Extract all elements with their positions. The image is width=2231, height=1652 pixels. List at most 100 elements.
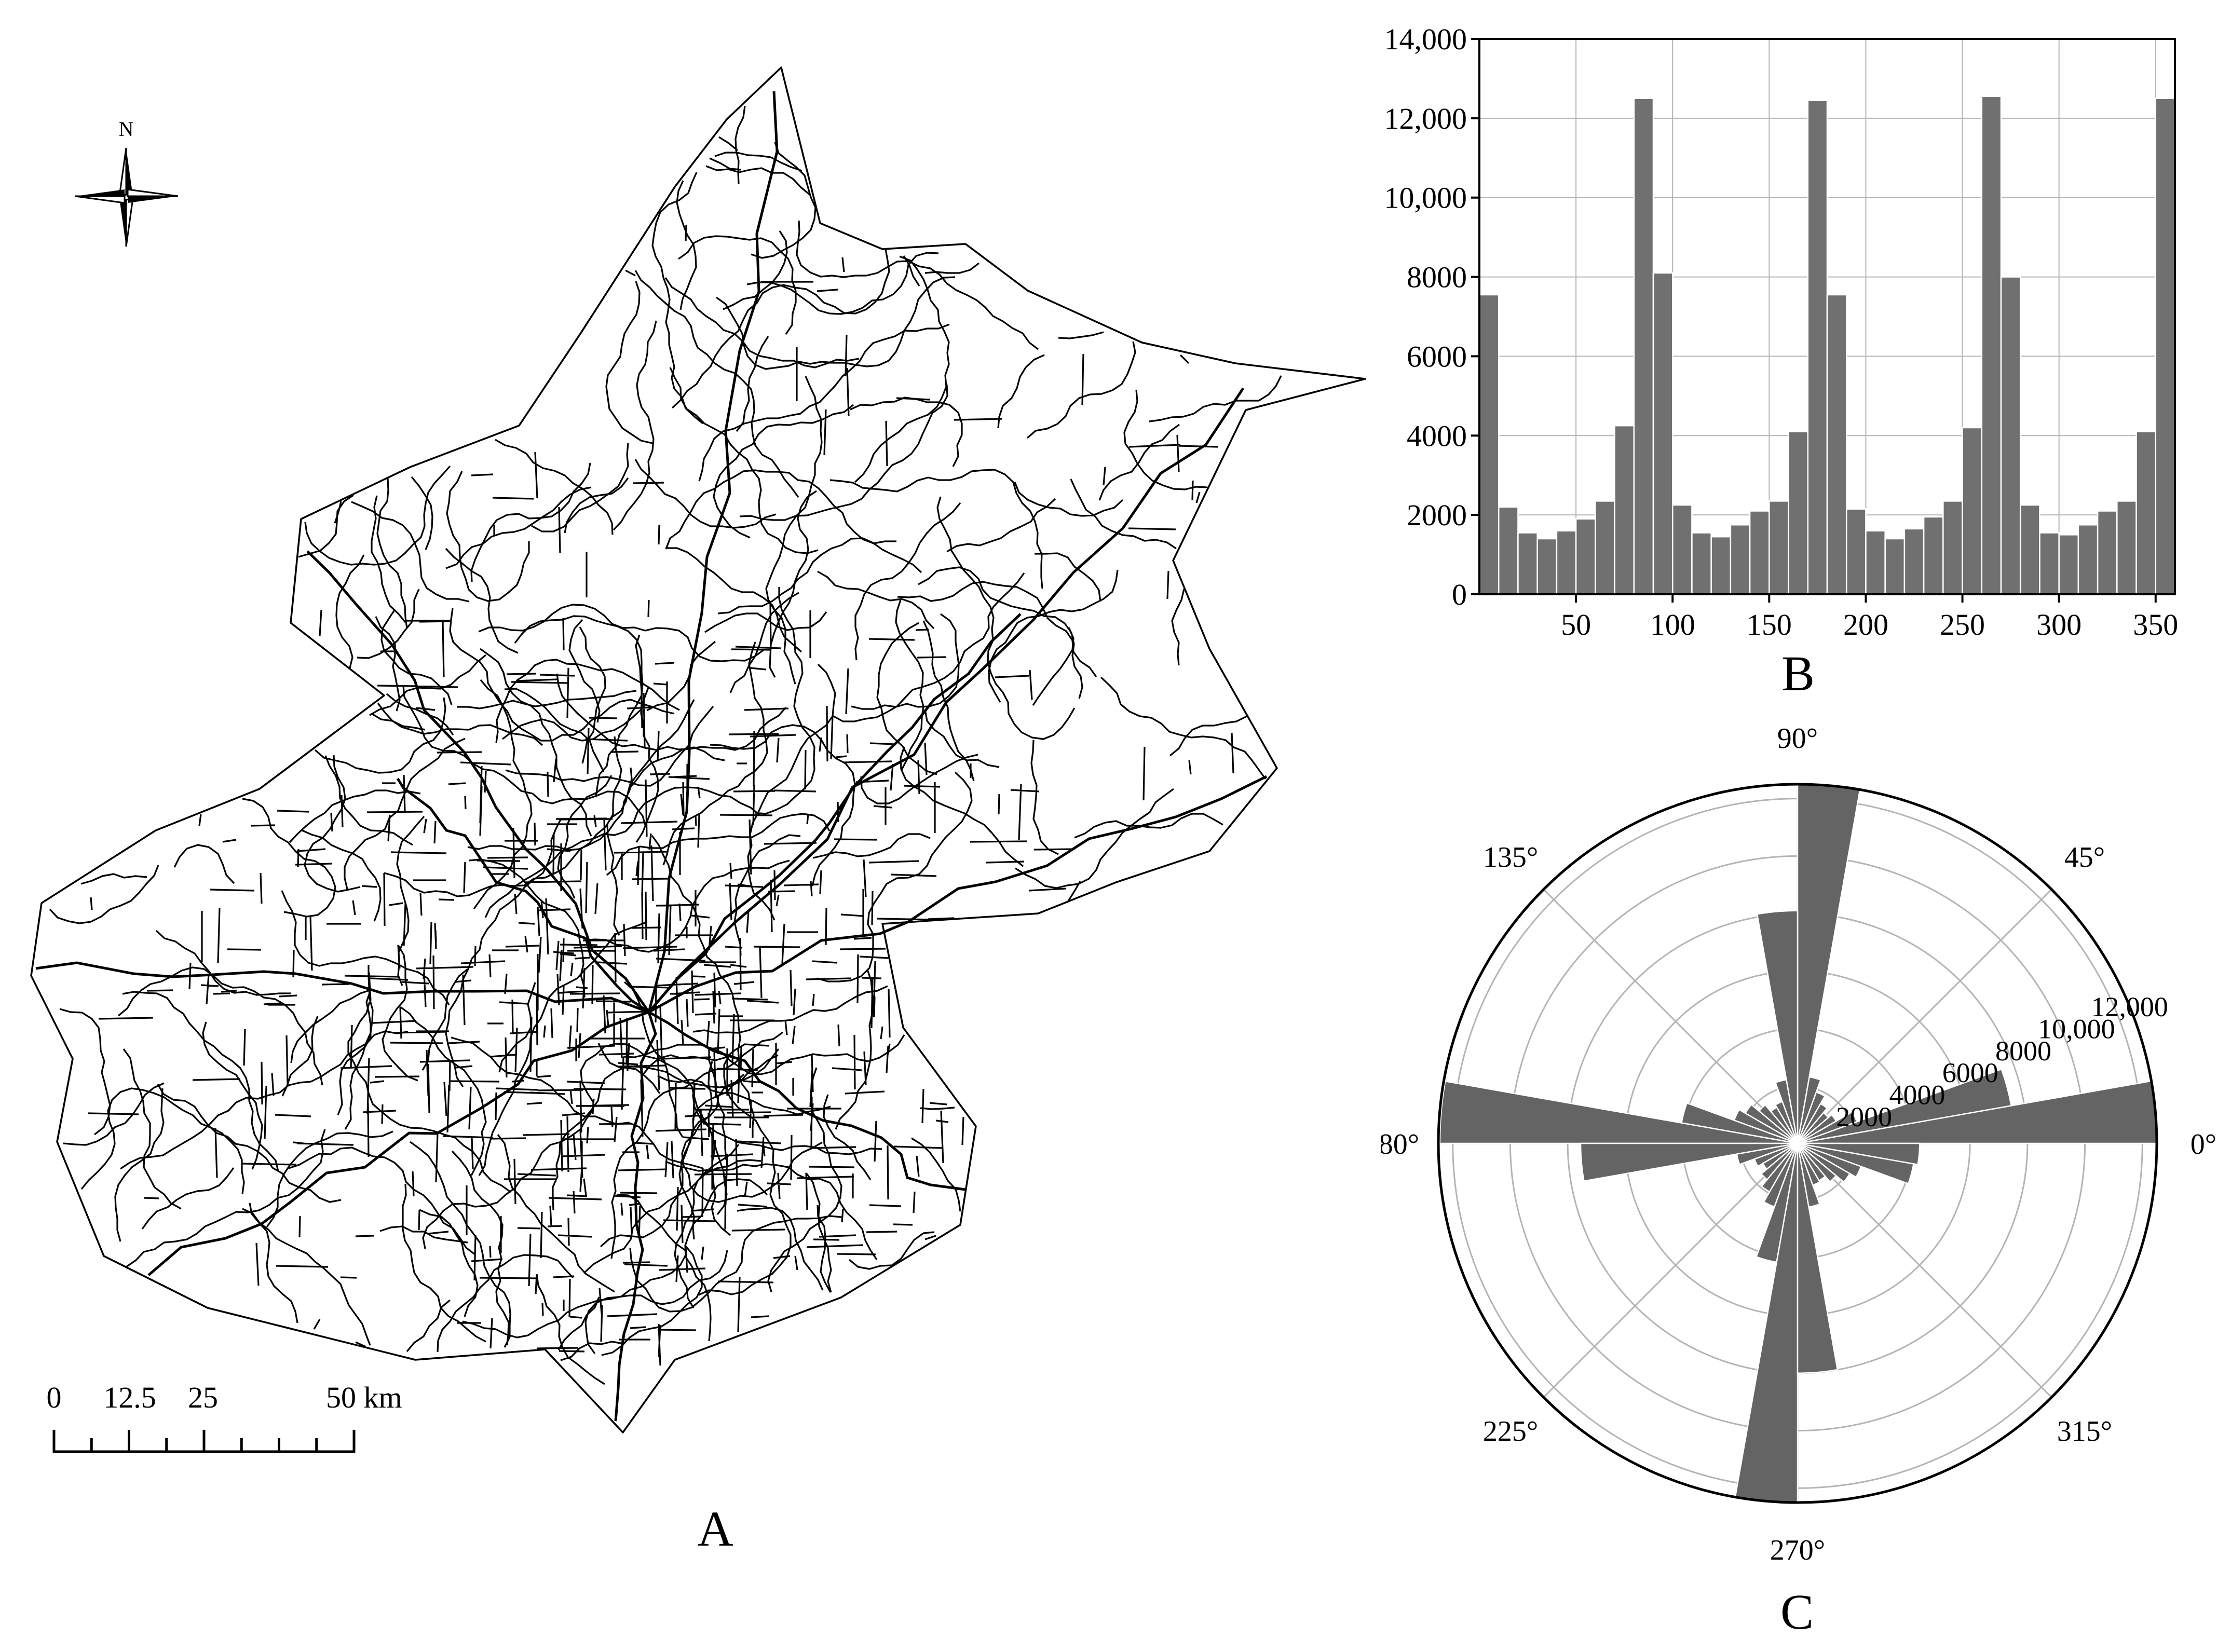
histogram-bar [1769, 500, 1789, 595]
north-arrow-label: N [119, 117, 134, 141]
histogram-x-tick-label: 350 [2133, 608, 2178, 641]
orientation-histogram-panel: 0 2000 4000 6000 8000 10,000 12,000 14,000 50 10… [1381, 0, 2231, 716]
histogram-x-tick-label: 50 [1561, 608, 1591, 641]
rose-bars [1439, 783, 2158, 1505]
histogram-bar [1923, 516, 1944, 595]
rose-bar [1439, 1080, 1798, 1144]
histogram-y-tick-label: 2000 [1407, 498, 1467, 532]
histogram-bar [1575, 518, 1596, 595]
histogram-y-tick-label: 6000 [1407, 339, 1467, 373]
histogram-bar [2097, 510, 2118, 595]
rose-radial-label: 4000 [1889, 1080, 1945, 1111]
histogram-bar [2135, 431, 2157, 595]
histogram-x-tick-label: 200 [1843, 608, 1888, 641]
road-network-map-panel: N 0 12.5 25 50 km A [30, 66, 1366, 1557]
rose-bar [1797, 1114, 1838, 1144]
histogram-bar [1807, 100, 1828, 595]
rose-bar [1734, 1143, 1799, 1505]
rose-grid-spoke [1797, 889, 2052, 1144]
histogram-bar [1826, 294, 1847, 595]
rose-radial-label: 10,000 [2038, 1013, 2115, 1044]
histogram-bar [1614, 425, 1635, 595]
histogram-bar [1962, 427, 1983, 595]
rose-radial-label: 12,000 [2091, 991, 2168, 1022]
scale-bar: 0 12.5 25 50 km [47, 1381, 402, 1453]
rose-outer-ring [1437, 783, 2158, 1504]
histogram-y-tick-label: 10,000 [1384, 181, 1467, 215]
rose-bar [1797, 1142, 1921, 1166]
histogram-x-tick-label: 100 [1650, 608, 1695, 641]
rose-angle-label: 90° [1777, 722, 1818, 755]
scale-bar-ticks [52, 1430, 356, 1453]
rose-grid-spoke [1543, 1142, 1799, 1398]
rose-angle-label: 180° [1381, 1128, 1419, 1161]
histogram-x-tick-label: 300 [2036, 608, 2082, 641]
histogram-x-ticks: 50 100 150 200 250 300 350 [1561, 594, 2178, 641]
histogram-x-tick-label: 150 [1747, 608, 1792, 641]
histogram-bar [1633, 98, 1654, 595]
rose-bar [1797, 1068, 2012, 1144]
panel-label-a: A [697, 1501, 733, 1557]
scale-label-50-km: 50 km [326, 1381, 402, 1414]
rose-grid-spoke [1543, 889, 1799, 1144]
rural-roads [49, 105, 1282, 1385]
road-network-map: N 0 12.5 25 50 km A [30, 66, 1366, 1557]
rose-angle-label: 45° [2064, 841, 2105, 873]
histogram-bar [1903, 528, 1925, 595]
histogram-bar [1865, 530, 1886, 595]
histogram-bar [1691, 532, 1712, 595]
histogram-bar [1517, 532, 1538, 595]
histogram-bar [2019, 504, 2040, 595]
rose-angle-label: 135° [1483, 841, 1538, 873]
histogram-bar [1749, 510, 1770, 595]
histogram-bar [2039, 532, 2060, 595]
histogram-bar [2155, 98, 2176, 595]
histogram-bar [2000, 276, 2021, 595]
north-arrow: N [75, 117, 179, 247]
histogram-bar [2058, 534, 2079, 595]
rose-angle-labels: 0° 45° 90° 135° 180° 225° 270° 315° [1381, 722, 2216, 1566]
road-network-lines [30, 66, 1366, 1433]
rose-angle-label: 270° [1770, 1534, 1825, 1566]
orientation-histogram: 0 2000 4000 6000 8000 10,000 12,000 14,000 50 10… [1384, 22, 2179, 701]
rose-grid-spoke [1797, 1142, 2052, 1398]
histogram-bar [1730, 524, 1751, 595]
scale-label-12-5: 12.5 [103, 1381, 156, 1414]
histogram-y-tick-label: 14,000 [1384, 22, 1467, 56]
histogram-bar [1710, 536, 1732, 595]
panel-label-b: B [1781, 646, 1815, 701]
compass-rose-icon [75, 147, 179, 247]
panel-label-c: C [1780, 1584, 1814, 1640]
histogram-y-tick-label: 4000 [1407, 419, 1467, 453]
main-highways [35, 91, 1268, 1422]
histogram-bar [1652, 272, 1674, 595]
histogram-bar [1884, 538, 1906, 595]
histogram-x-tick-label: 250 [1940, 608, 1985, 641]
histogram-bar [1671, 504, 1693, 595]
rose-radial-label: 6000 [1942, 1057, 1998, 1088]
rose-angle-label: 225° [1483, 1415, 1538, 1448]
histogram-bar [1845, 508, 1867, 595]
histogram-y-ticks: 0 2000 4000 6000 8000 10,000 12,000 14,000 [1384, 22, 1479, 611]
histogram-y-tick-label: 0 [1452, 578, 1467, 611]
histogram-y-tick-label: 12,000 [1384, 102, 1467, 135]
scale-label-25: 25 [188, 1381, 218, 1414]
histogram-bar [1478, 294, 1500, 595]
rose-angle-label: 315° [2057, 1415, 2112, 1448]
histogram-bar [1981, 95, 2002, 595]
histogram-bar [1788, 431, 1809, 595]
histogram-bar [1536, 538, 1558, 595]
rose-angle-label: 0° [2191, 1128, 2216, 1161]
boundary-roads [30, 66, 1366, 1433]
histogram-bar [1556, 530, 1577, 595]
scale-label-0: 0 [47, 1381, 62, 1414]
urban-road-grid [88, 224, 1234, 1366]
histogram-bar [1498, 506, 1519, 595]
histogram-frame [1478, 38, 2176, 595]
histogram-y-tick-label: 8000 [1407, 261, 1467, 294]
histogram-bar [2116, 500, 2137, 595]
histogram-bars [1478, 95, 2176, 595]
orientation-rose-panel: 2000 4000 6000 8000 10,000 12,000 0° 45° 90° 135… [1381, 716, 2231, 1652]
